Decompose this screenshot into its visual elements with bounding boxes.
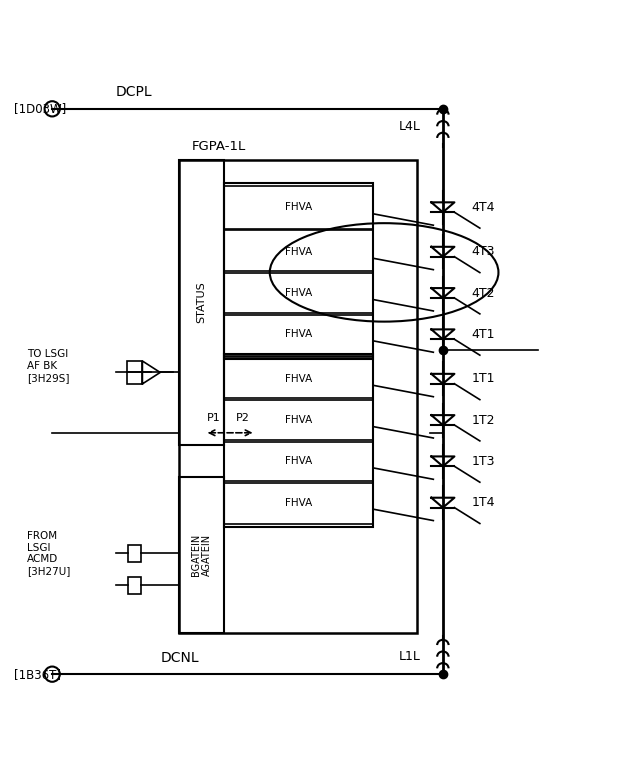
Text: 1T1: 1T1 [471, 372, 495, 385]
Bar [128, 545, 141, 561]
Text: 4T4: 4T4 [471, 200, 495, 214]
Text: FHVA: FHVA [285, 456, 312, 467]
Bar [224, 481, 373, 525]
Text: FHVA: FHVA [285, 288, 312, 298]
Text: STATUS: STATUS [197, 282, 207, 323]
Text: 4T3: 4T3 [471, 245, 495, 258]
Text: FHVA: FHVA [285, 415, 312, 425]
Text: P1: P1 [207, 413, 221, 424]
Text: DCPL: DCPL [115, 85, 152, 99]
Text: FHVA: FHVA [285, 247, 312, 257]
Text: FGPA-1L: FGPA-1L [192, 140, 246, 153]
Bar [179, 478, 224, 633]
Text: L4L: L4L [399, 120, 420, 133]
Bar [127, 361, 142, 384]
Bar [179, 160, 417, 633]
Text: FHVA: FHVA [285, 330, 312, 339]
Text: P2: P2 [236, 413, 249, 424]
Text: BGATEIN
AGATEIN: BGATEIN AGATEIN [191, 534, 212, 576]
Bar [224, 182, 373, 359]
Text: 1T3: 1T3 [471, 455, 495, 468]
Bar [179, 160, 224, 446]
Text: 4T1: 4T1 [471, 328, 495, 341]
Text: L1L: L1L [399, 650, 420, 663]
Text: FHVA: FHVA [285, 373, 312, 384]
Text: 1T4: 1T4 [471, 496, 495, 509]
Bar [224, 440, 373, 483]
Bar [224, 312, 373, 356]
Text: 4T2: 4T2 [471, 287, 495, 300]
Text: [1B36T]: [1B36T] [14, 668, 61, 680]
Text: [1D03W]: [1D03W] [14, 103, 66, 115]
Bar [224, 357, 373, 400]
Text: TO LSGI
AF BK
[3H29S]: TO LSGI AF BK [3H29S] [27, 349, 70, 383]
Text: FHVA: FHVA [285, 498, 312, 507]
Bar [224, 230, 373, 273]
Text: FROM
LSGI
ACMD
[3H27U]: FROM LSGI ACMD [3H27U] [27, 531, 70, 576]
Text: DCNL: DCNL [160, 651, 199, 665]
Bar [224, 399, 373, 442]
Bar [224, 354, 373, 528]
Text: 1T2: 1T2 [471, 413, 495, 427]
Text: FHVA: FHVA [285, 202, 312, 212]
Bar [128, 577, 141, 594]
Bar [224, 272, 373, 315]
Bar [224, 186, 373, 229]
